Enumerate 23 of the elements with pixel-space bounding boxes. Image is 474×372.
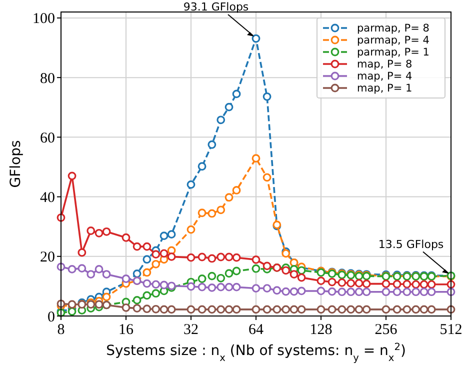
x-tick-label: 256	[374, 322, 398, 338]
legend-label: parmap, P= 8	[357, 22, 430, 35]
x-tick-label: 128	[310, 322, 332, 338]
legend-label: parmap, P= 1	[357, 46, 430, 59]
y-tick-label: 60	[40, 130, 55, 146]
y-tick-label: 80	[40, 70, 55, 87]
x-tick-label: 32	[184, 322, 198, 338]
x-tick-label: 64	[248, 322, 264, 338]
y-tick-label: 40	[40, 190, 55, 206]
legend-label: map, P= 8	[357, 58, 412, 71]
y-axis-title: GFlops	[8, 140, 24, 188]
x-axis-title: Systems size : n$_{x}$ (Nb of systems: n$_{y}$ = n$_{x}$$^{2}$)	[106, 342, 406, 364]
x-tick-label: 8	[57, 322, 65, 338]
legend-label: map, P= 4	[357, 70, 412, 83]
x-tick-label: 16	[118, 322, 134, 338]
x-tick-label: 512	[440, 322, 462, 338]
annotation: 13.5 GFlops	[378, 238, 444, 251]
legend-label: map, P= 1	[357, 82, 412, 95]
legend-label: parmap, P= 4	[357, 34, 430, 47]
annotation: 93.1 GFlops	[183, 0, 249, 14]
y-tick-label: 100	[32, 11, 55, 28]
y-tick-label: 0	[48, 309, 55, 326]
y-tick-label: 20	[40, 250, 55, 266]
